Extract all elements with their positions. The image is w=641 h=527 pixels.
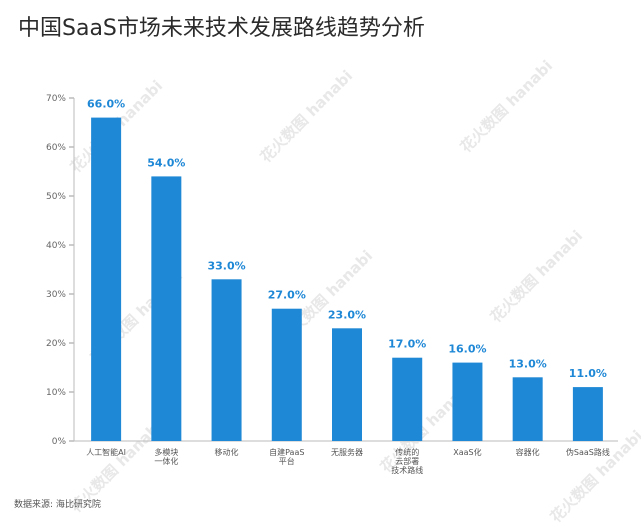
data-label: 66.0%	[87, 98, 125, 111]
x-tick-label-line: 伪SaaS路线	[566, 447, 610, 457]
x-tick-label: 无服务器	[331, 447, 363, 457]
x-tick-label-line: 自建PaaS	[269, 447, 304, 457]
source-note: 数据来源: 海比研究院	[14, 500, 101, 510]
bar	[271, 308, 302, 441]
y-tick-label: 0%	[52, 437, 67, 447]
y-tick-label: 50%	[46, 192, 66, 202]
watermark: 花火数图 hanabi	[457, 57, 556, 156]
data-labels: 66.0% 54.0% 33.0% 27.0% 23.0% 17.0% 16.0% 13.0%…	[87, 98, 607, 381]
x-tick-label: 人工智能AI	[86, 447, 126, 457]
watermark: 花火数图 hanabi	[547, 427, 641, 526]
x-tick-label: 多模块一体化	[154, 447, 178, 466]
x-tick-label-line: 移动化	[215, 447, 239, 457]
x-tick-label-line: 平台	[279, 456, 295, 466]
watermark: 花火数图 hanabi	[257, 67, 356, 166]
y-tick-label: 70%	[46, 94, 66, 104]
bar	[332, 328, 362, 441]
data-label: 16.0%	[448, 343, 486, 356]
x-tick-label: 容器化	[516, 447, 540, 457]
x-tick-label: 传统的云部署技术路线	[391, 447, 423, 475]
bar	[392, 357, 423, 441]
bar	[452, 362, 483, 441]
data-label: 17.0%	[388, 338, 426, 351]
data-label: 11.0%	[569, 367, 607, 380]
x-tick-label: 移动化	[215, 447, 239, 457]
x-tick-label-line: 无服务器	[331, 447, 363, 457]
x-axis-tick-labels: 人工智能AI 多模块一体化 移动化 自建PaaS 平台 无服务器 传统的云部署技术路线 Xaa…	[86, 447, 610, 475]
x-tick-label-line: 人工智能AI	[86, 447, 126, 457]
y-tick-label: 30%	[46, 290, 66, 300]
x-tick-label: 伪SaaS路线	[566, 447, 610, 457]
bar	[151, 176, 182, 441]
x-tick-label-line: 多模块	[154, 447, 178, 457]
x-tick-label: XaaS化	[453, 447, 481, 457]
x-tick-label-line: 容器化	[516, 447, 540, 457]
data-label: 54.0%	[147, 156, 185, 169]
data-label: 33.0%	[207, 259, 245, 272]
y-tick-label: 60%	[46, 143, 66, 153]
bar	[211, 279, 242, 441]
x-tick-label-line: 传统的	[395, 447, 419, 457]
x-tick-label-line: 一体化	[154, 456, 178, 466]
data-label: 13.0%	[509, 357, 547, 370]
chart-title: 中国SaaS市场未来技术发展路线趋势分析	[18, 16, 425, 41]
x-tick-label-line: XaaS化	[453, 447, 481, 457]
watermark: 花火数图 hanabi	[487, 227, 586, 326]
x-tick-label-line: 云部署	[395, 456, 419, 466]
y-tick-label: 10%	[46, 388, 66, 398]
data-label: 23.0%	[328, 308, 366, 321]
bar	[572, 387, 603, 441]
bar	[512, 377, 543, 441]
bars	[91, 117, 603, 441]
x-tick-label: 自建PaaS 平台	[269, 447, 304, 466]
y-tick-label: 20%	[46, 339, 66, 349]
x-tick-label-line: 技术路线	[391, 465, 423, 475]
y-tick-label: 40%	[46, 241, 66, 251]
bar	[91, 117, 122, 441]
data-label: 27.0%	[268, 289, 306, 302]
